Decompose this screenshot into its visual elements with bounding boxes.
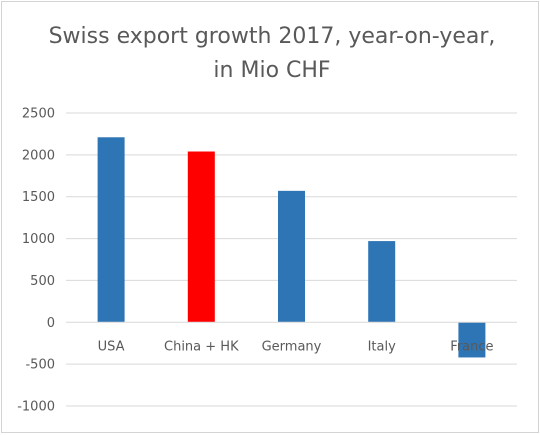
y-axis-tick-labels: 2500 2000 1500 1000 500 0 -500 -1000 bbox=[17, 107, 55, 415]
y-tick-label: 1500 bbox=[22, 190, 55, 205]
bar-france bbox=[458, 322, 486, 358]
category-label: Italy bbox=[368, 339, 397, 354]
y-tick-label: -1000 bbox=[17, 400, 55, 415]
y-tick-label: 1000 bbox=[22, 232, 55, 247]
category-labels: USA China + HK Germany Italy France bbox=[98, 339, 494, 354]
chart-title: Swiss export growth 2017, year-on-year, … bbox=[48, 24, 496, 83]
bars bbox=[97, 137, 486, 358]
y-tick-label: 0 bbox=[47, 316, 55, 331]
category-label: China + HK bbox=[164, 339, 239, 354]
bar-germany bbox=[278, 190, 305, 323]
category-label: USA bbox=[98, 339, 125, 354]
bar-china-hk bbox=[187, 151, 215, 323]
category-label: Germany bbox=[262, 339, 322, 354]
bar-usa bbox=[97, 137, 125, 323]
y-tick-label: 2500 bbox=[22, 107, 55, 122]
y-tick-label: -500 bbox=[25, 358, 55, 373]
bar-italy bbox=[368, 241, 396, 323]
category-label: France bbox=[450, 339, 493, 354]
y-tick-label: 2000 bbox=[22, 148, 55, 163]
y-tick-label: 500 bbox=[30, 274, 55, 289]
